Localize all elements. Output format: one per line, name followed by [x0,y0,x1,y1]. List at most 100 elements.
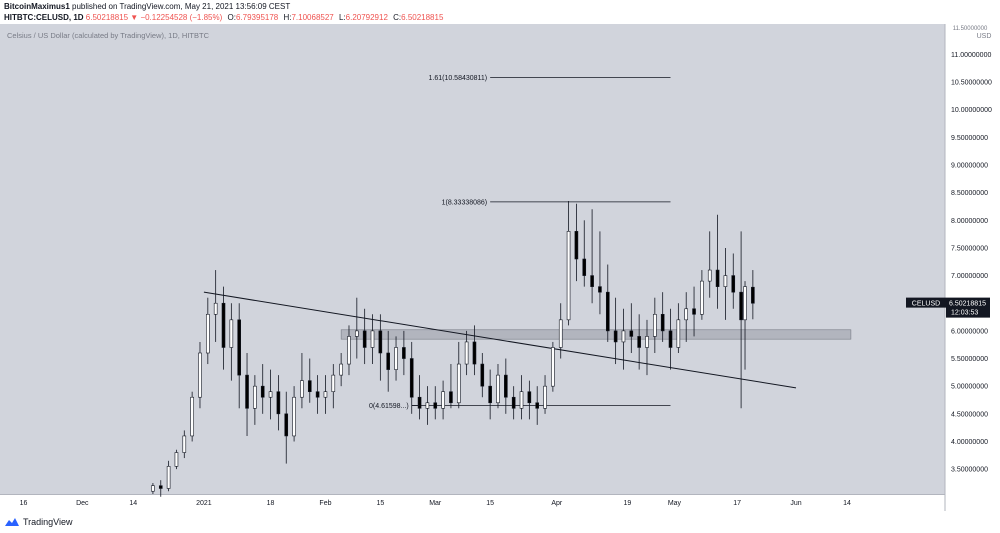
x-tick-label: 19 [623,500,631,507]
y-tick-label: 9.50000000 [951,135,988,142]
y-axis-label: USD [977,33,992,40]
high-value: 7.10068527 [291,13,334,22]
candle-body [613,330,618,343]
candle-body [190,396,194,437]
candle-body [739,291,743,321]
candle-body [315,391,320,398]
candle-body [409,358,414,398]
candle-body [292,396,296,437]
countdown-label: 12:03:53 [951,310,978,317]
x-tick-label: Apr [551,500,563,507]
y-tick-label: 11.00000000 [951,52,991,59]
candle-body [668,330,673,348]
candle-body [723,275,728,287]
candle-body [402,347,406,359]
candle-body [151,485,155,492]
candle-body [598,286,602,293]
x-tick-label: 18 [267,500,275,507]
candle-body [378,330,383,354]
candle-body [629,330,634,337]
candle-body [582,258,587,276]
y-tick-label: 7.50000000 [951,245,988,252]
candle-body [480,363,485,387]
candle-body [511,396,516,409]
x-tick-label: 15 [486,500,494,507]
y-top-label: 11.50000000 [953,26,988,32]
chart-area[interactable]: Celsius / US Dollar (calculated by Tradi… [0,24,1000,511]
candle-body [488,385,492,404]
candle-body [751,286,755,304]
candle-body [743,286,747,321]
last-price-value: 6.50218815 [85,13,129,22]
x-tick-label: Dec [76,500,89,507]
candle-body [715,269,720,287]
author-name[interactable]: BitcoinMaximus1 [4,2,70,11]
candle-body [700,280,704,315]
candle-body [676,319,681,348]
candle-body [441,391,445,409]
candle-body [323,391,328,398]
candle-body [707,269,712,282]
candle-body [268,391,273,398]
candle-body [245,374,249,409]
tradingview-logo-icon [5,518,19,526]
candle-body [535,402,539,409]
candle-body [504,374,508,398]
y-tick-label: 6.00000000 [951,328,988,335]
fib-level-label: 0(4.61598...) [369,403,409,410]
publish-info: published on TradingView.com, May 21, 20… [72,2,291,11]
candle-body [174,452,179,467]
close-label: C: [393,13,402,22]
y-tick-label: 8.50000000 [951,190,988,197]
y-tick-label: 10.50000000 [951,80,992,87]
x-tick-label: Jun [790,500,801,507]
x-tick-label: 16 [20,500,28,507]
candle-body [394,347,398,370]
candle-body [284,413,289,437]
candle-body [433,402,438,409]
x-tick-label: 14 [843,500,851,507]
candle-body [519,391,524,409]
candle-body [221,302,226,348]
candle-body [527,391,532,404]
fib-level-label: 1.61(10.58430811) [428,75,487,82]
publish-line: BitcoinMaximus1 published on TradingView… [4,2,994,12]
descending-trendline [203,291,797,389]
candle-body [339,363,343,376]
candle-body [590,275,594,287]
candle-body [166,466,171,489]
support-zone-rect [340,329,852,340]
close-value: 6.50218815 [401,13,444,22]
candle-body [543,385,547,409]
candle-body [621,330,626,343]
candle-body [645,336,649,348]
x-tick-label: 17 [733,500,741,507]
candle-body [449,391,453,404]
symbol-tag-bg [906,297,946,308]
candlestick-chart[interactable]: Celsius / US Dollar (calculated by Tradi… [0,24,1000,511]
candle-body [574,231,579,260]
last-price-tag-bg [946,297,990,318]
candle-body [307,380,312,393]
y-tick-label: 7.00000000 [951,273,988,280]
price-axis-background [945,24,1000,494]
candle-body [253,385,257,409]
symbol-label: HITBTC:CELUSD, 1D [4,13,84,22]
candle-body [558,319,563,348]
y-tick-label: 5.50000000 [951,356,988,363]
candle-body [605,291,610,332]
candle-body [660,313,665,332]
candle-body [653,313,657,337]
candle-body [370,330,375,348]
footer-brand: TradingView [23,517,73,527]
x-tick-label: Feb [319,500,331,507]
y-tick-label: 4.50000000 [951,411,988,418]
open-label: O: [227,13,236,22]
y-tick-label: 5.00000000 [951,384,988,391]
open-value: 6.79395178 [235,13,279,22]
y-tick-label: 8.00000000 [951,218,988,225]
candle-body [206,313,210,354]
candle-body [692,308,696,315]
low-label: L: [338,13,346,22]
y-tick-label: 10.00000000 [951,107,992,114]
